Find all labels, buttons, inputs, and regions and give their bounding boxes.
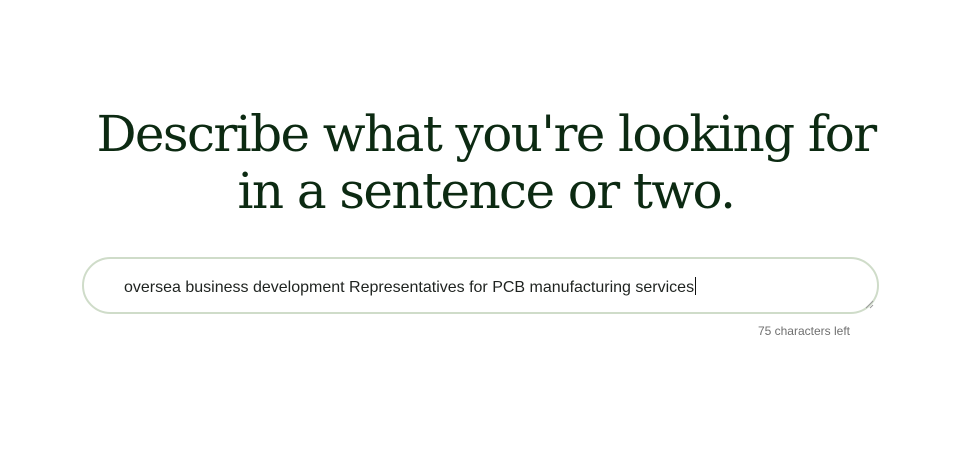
description-text: oversea business development Representat… <box>124 279 695 296</box>
page-title: Describe what you're looking for in a se… <box>40 106 932 220</box>
character-counter: 75 characters left <box>757 324 850 338</box>
text-cursor <box>695 277 697 295</box>
page-title-line-1: Describe what you're looking for <box>96 105 877 163</box>
description-textarea-value[interactable]: oversea business development Representat… <box>124 277 697 298</box>
page-title-line-2: in a sentence or two. <box>237 162 737 220</box>
description-textarea[interactable]: oversea business development Representat… <box>82 257 879 314</box>
resize-handle-icon[interactable] <box>865 300 874 309</box>
